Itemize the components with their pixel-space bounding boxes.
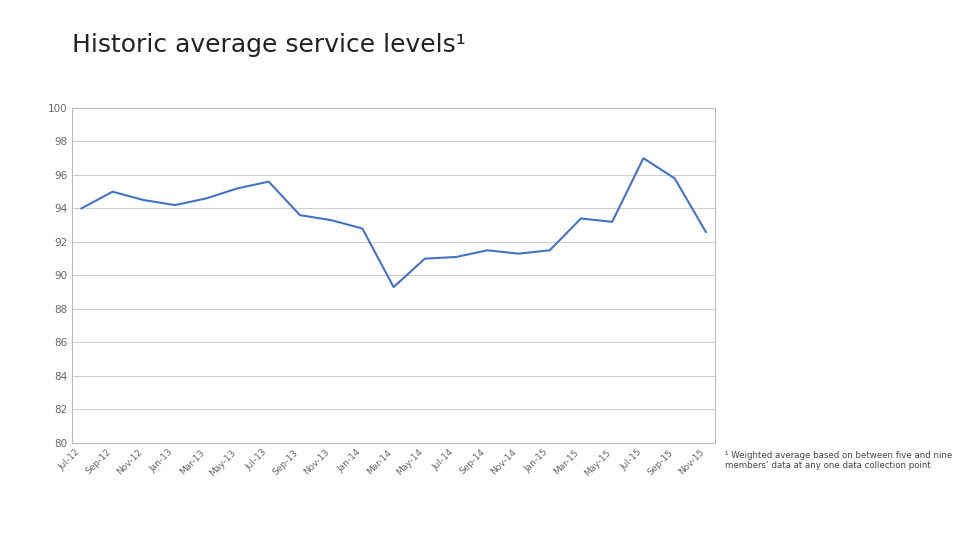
Text: Historic average service levels¹: Historic average service levels¹: [72, 33, 466, 57]
Text: ¹ Weighted average based on between five and nine
members’ data at any one data : ¹ Weighted average based on between five…: [725, 451, 952, 470]
